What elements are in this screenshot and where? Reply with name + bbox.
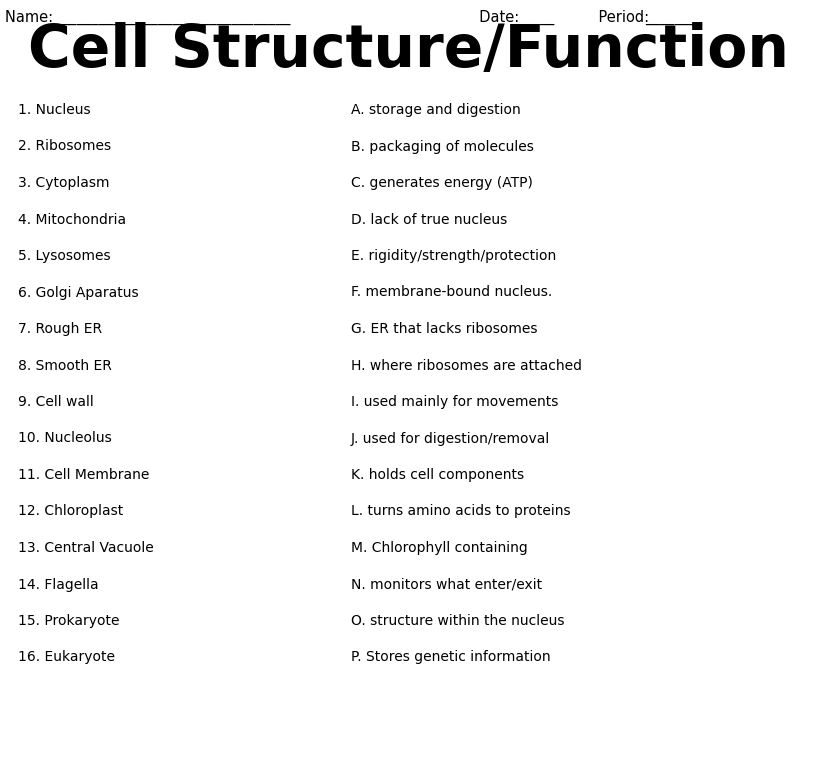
Text: ______: ______ xyxy=(510,10,554,25)
Text: 6. Golgi Aparatus: 6. Golgi Aparatus xyxy=(18,286,139,300)
Text: 16. Eukaryote: 16. Eukaryote xyxy=(18,650,115,664)
Text: _______: _______ xyxy=(645,10,697,25)
Text: Period:: Period: xyxy=(580,10,654,25)
Text: 12. Chloroplast: 12. Chloroplast xyxy=(18,505,123,518)
Text: H. where ribosomes are attached: H. where ribosomes are attached xyxy=(351,359,582,372)
Text: Date:: Date: xyxy=(470,10,524,25)
Text: P. Stores genetic information: P. Stores genetic information xyxy=(351,650,551,664)
Text: 13. Central Vacuole: 13. Central Vacuole xyxy=(18,541,153,555)
Text: N. monitors what enter/exit: N. monitors what enter/exit xyxy=(351,578,542,591)
Text: 7. Rough ER: 7. Rough ER xyxy=(18,322,102,336)
Text: E. rigidity/strength/protection: E. rigidity/strength/protection xyxy=(351,249,557,263)
Text: 8. Smooth ER: 8. Smooth ER xyxy=(18,359,112,372)
Text: K. holds cell components: K. holds cell components xyxy=(351,468,524,482)
Text: O. structure within the nucleus: O. structure within the nucleus xyxy=(351,614,565,628)
Text: B. packaging of molecules: B. packaging of molecules xyxy=(351,140,534,154)
Text: F. membrane-bound nucleus.: F. membrane-bound nucleus. xyxy=(351,286,552,300)
Text: I. used mainly for movements: I. used mainly for movements xyxy=(351,395,558,409)
Text: 11. Cell Membrane: 11. Cell Membrane xyxy=(18,468,149,482)
Text: 9. Cell wall: 9. Cell wall xyxy=(18,395,94,409)
Text: M. Chlorophyll containing: M. Chlorophyll containing xyxy=(351,541,528,555)
Text: 3. Cytoplasm: 3. Cytoplasm xyxy=(18,176,109,190)
Text: Cell Structure/Function: Cell Structure/Function xyxy=(28,22,788,79)
Text: 10. Nucleolus: 10. Nucleolus xyxy=(18,432,112,445)
Text: 14. Flagella: 14. Flagella xyxy=(18,578,99,591)
Text: J. used for digestion/removal: J. used for digestion/removal xyxy=(351,432,550,445)
Text: 5. Lysosomes: 5. Lysosomes xyxy=(18,249,111,263)
Text: G. ER that lacks ribosomes: G. ER that lacks ribosomes xyxy=(351,322,538,336)
Text: A. storage and digestion: A. storage and digestion xyxy=(351,103,521,117)
Text: L. turns amino acids to proteins: L. turns amino acids to proteins xyxy=(351,505,570,518)
Text: _________________________________: _________________________________ xyxy=(47,10,295,25)
Text: 1. Nucleus: 1. Nucleus xyxy=(18,103,91,117)
Text: 15. Prokaryote: 15. Prokaryote xyxy=(18,614,119,628)
Text: 2. Ribosomes: 2. Ribosomes xyxy=(18,140,111,154)
Text: Name:: Name: xyxy=(5,10,58,25)
Text: C. generates energy (ATP): C. generates energy (ATP) xyxy=(351,176,533,190)
Text: D. lack of true nucleus: D. lack of true nucleus xyxy=(351,213,507,227)
Text: 4. Mitochondria: 4. Mitochondria xyxy=(18,213,126,227)
